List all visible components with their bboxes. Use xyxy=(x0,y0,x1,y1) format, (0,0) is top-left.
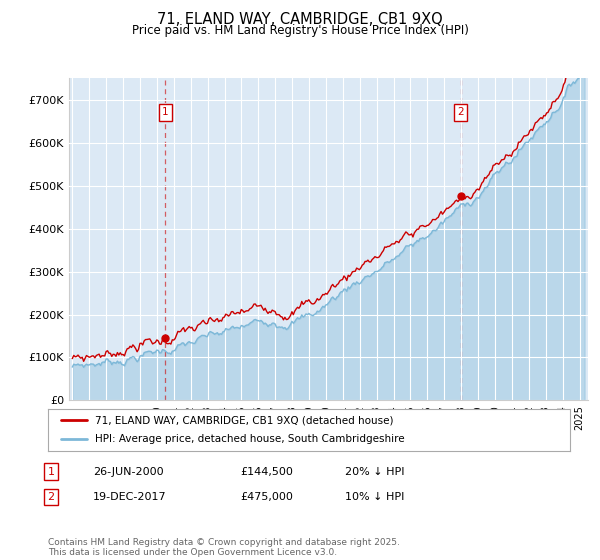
Text: 1: 1 xyxy=(47,466,55,477)
Text: 2: 2 xyxy=(457,107,464,117)
Text: 1: 1 xyxy=(162,107,169,117)
Text: 19-DEC-2017: 19-DEC-2017 xyxy=(93,492,167,502)
Text: 71, ELAND WAY, CAMBRIDGE, CB1 9XQ: 71, ELAND WAY, CAMBRIDGE, CB1 9XQ xyxy=(157,12,443,27)
Text: 71, ELAND WAY, CAMBRIDGE, CB1 9XQ (detached house): 71, ELAND WAY, CAMBRIDGE, CB1 9XQ (detac… xyxy=(95,415,394,425)
Text: 26-JUN-2000: 26-JUN-2000 xyxy=(93,466,164,477)
Text: £144,500: £144,500 xyxy=(240,466,293,477)
Text: HPI: Average price, detached house, South Cambridgeshire: HPI: Average price, detached house, Sout… xyxy=(95,435,404,445)
Text: 10% ↓ HPI: 10% ↓ HPI xyxy=(345,492,404,502)
Text: Price paid vs. HM Land Registry's House Price Index (HPI): Price paid vs. HM Land Registry's House … xyxy=(131,24,469,37)
Text: 2: 2 xyxy=(47,492,55,502)
Text: Contains HM Land Registry data © Crown copyright and database right 2025.
This d: Contains HM Land Registry data © Crown c… xyxy=(48,538,400,557)
Text: 20% ↓ HPI: 20% ↓ HPI xyxy=(345,466,404,477)
Text: £475,000: £475,000 xyxy=(240,492,293,502)
